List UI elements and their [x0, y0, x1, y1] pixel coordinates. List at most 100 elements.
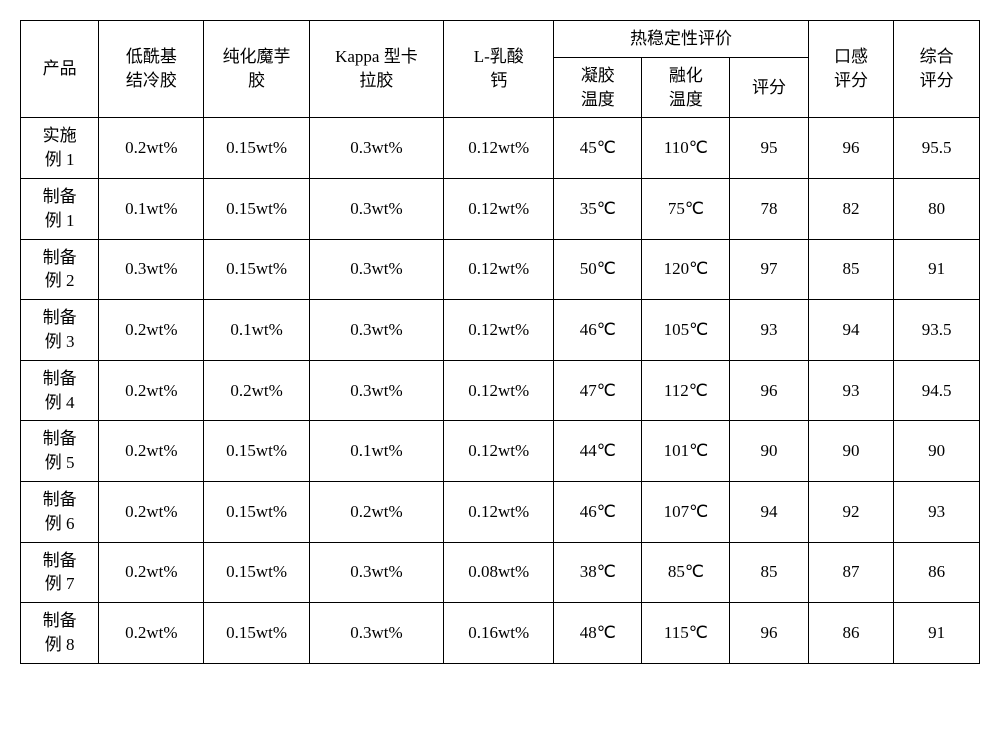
cell-i: 86: [894, 542, 980, 603]
table-header: 产品 低酰基结冷胶 纯化魔芋胶 Kappa 型卡拉胶 L-乳酸钙 热稳定性评价 …: [21, 21, 980, 118]
cell-g: 96: [730, 603, 808, 664]
cell-i: 95.5: [894, 118, 980, 179]
cell-i: 93: [894, 481, 980, 542]
cell-e: 35℃: [554, 178, 642, 239]
cell-b: 0.15wt%: [204, 421, 309, 482]
cell-g: 93: [730, 300, 808, 361]
cell-b: 0.15wt%: [204, 542, 309, 603]
cell-f: 107℃: [642, 481, 730, 542]
table-row: 制备例 50.2wt%0.15wt%0.1wt%0.12wt%44℃101℃90…: [21, 421, 980, 482]
cell-c: 0.3wt%: [309, 603, 444, 664]
cell-a: 0.3wt%: [99, 239, 204, 300]
header-col-e: 凝胶温度: [554, 57, 642, 118]
cell-f: 75℃: [642, 178, 730, 239]
cell-b: 0.15wt%: [204, 178, 309, 239]
cell-product: 制备例 2: [21, 239, 99, 300]
header-col-f: 融化温度: [642, 57, 730, 118]
cell-e: 38℃: [554, 542, 642, 603]
cell-product: 制备例 6: [21, 481, 99, 542]
cell-d: 0.12wt%: [444, 421, 554, 482]
table-row: 制备例 40.2wt%0.2wt%0.3wt%0.12wt%47℃112℃969…: [21, 360, 980, 421]
cell-a: 0.2wt%: [99, 118, 204, 179]
cell-c: 0.3wt%: [309, 300, 444, 361]
cell-a: 0.2wt%: [99, 603, 204, 664]
cell-i: 90: [894, 421, 980, 482]
cell-g: 95: [730, 118, 808, 179]
cell-d: 0.12wt%: [444, 300, 554, 361]
table-row: 制备例 80.2wt%0.15wt%0.3wt%0.16wt%48℃115℃96…: [21, 603, 980, 664]
cell-a: 0.2wt%: [99, 300, 204, 361]
cell-g: 97: [730, 239, 808, 300]
cell-d: 0.16wt%: [444, 603, 554, 664]
table-row: 制备例 20.3wt%0.15wt%0.3wt%0.12wt%50℃120℃97…: [21, 239, 980, 300]
cell-e: 46℃: [554, 481, 642, 542]
table-body: 实施例 10.2wt%0.15wt%0.3wt%0.12wt%45℃110℃95…: [21, 118, 980, 663]
header-col-d: L-乳酸钙: [444, 21, 554, 118]
cell-c: 0.3wt%: [309, 360, 444, 421]
cell-c: 0.3wt%: [309, 239, 444, 300]
cell-product: 制备例 4: [21, 360, 99, 421]
cell-c: 0.3wt%: [309, 542, 444, 603]
cell-e: 47℃: [554, 360, 642, 421]
cell-e: 48℃: [554, 603, 642, 664]
table-row: 制备例 30.2wt%0.1wt%0.3wt%0.12wt%46℃105℃939…: [21, 300, 980, 361]
cell-c: 0.3wt%: [309, 118, 444, 179]
header-row-1: 产品 低酰基结冷胶 纯化魔芋胶 Kappa 型卡拉胶 L-乳酸钙 热稳定性评价 …: [21, 21, 980, 58]
cell-f: 105℃: [642, 300, 730, 361]
cell-f: 120℃: [642, 239, 730, 300]
cell-g: 90: [730, 421, 808, 482]
cell-d: 0.12wt%: [444, 239, 554, 300]
cell-a: 0.2wt%: [99, 360, 204, 421]
cell-a: 0.2wt%: [99, 481, 204, 542]
cell-h: 85: [808, 239, 894, 300]
header-thermal-group: 热稳定性评价: [554, 21, 808, 58]
cell-a: 0.2wt%: [99, 421, 204, 482]
cell-f: 110℃: [642, 118, 730, 179]
cell-product: 制备例 7: [21, 542, 99, 603]
table-row: 制备例 10.1wt%0.15wt%0.3wt%0.12wt%35℃75℃788…: [21, 178, 980, 239]
cell-e: 46℃: [554, 300, 642, 361]
cell-i: 80: [894, 178, 980, 239]
cell-g: 85: [730, 542, 808, 603]
header-col-h: 口感评分: [808, 21, 894, 118]
header-col-g: 评分: [730, 57, 808, 118]
cell-h: 96: [808, 118, 894, 179]
cell-c: 0.1wt%: [309, 421, 444, 482]
cell-product: 制备例 1: [21, 178, 99, 239]
cell-i: 94.5: [894, 360, 980, 421]
cell-d: 0.12wt%: [444, 118, 554, 179]
header-col-a: 低酰基结冷胶: [99, 21, 204, 118]
cell-product: 制备例 8: [21, 603, 99, 664]
cell-b: 0.15wt%: [204, 481, 309, 542]
cell-h: 87: [808, 542, 894, 603]
cell-g: 96: [730, 360, 808, 421]
cell-d: 0.08wt%: [444, 542, 554, 603]
cell-b: 0.15wt%: [204, 118, 309, 179]
cell-d: 0.12wt%: [444, 360, 554, 421]
cell-f: 112℃: [642, 360, 730, 421]
cell-f: 115℃: [642, 603, 730, 664]
cell-product: 实施例 1: [21, 118, 99, 179]
cell-g: 94: [730, 481, 808, 542]
cell-d: 0.12wt%: [444, 481, 554, 542]
cell-h: 93: [808, 360, 894, 421]
cell-e: 44℃: [554, 421, 642, 482]
cell-b: 0.1wt%: [204, 300, 309, 361]
table-row: 实施例 10.2wt%0.15wt%0.3wt%0.12wt%45℃110℃95…: [21, 118, 980, 179]
cell-f: 85℃: [642, 542, 730, 603]
data-table: 产品 低酰基结冷胶 纯化魔芋胶 Kappa 型卡拉胶 L-乳酸钙 热稳定性评价 …: [20, 20, 980, 664]
cell-product: 制备例 3: [21, 300, 99, 361]
cell-g: 78: [730, 178, 808, 239]
cell-h: 90: [808, 421, 894, 482]
cell-b: 0.2wt%: [204, 360, 309, 421]
header-col-b: 纯化魔芋胶: [204, 21, 309, 118]
cell-c: 0.3wt%: [309, 178, 444, 239]
table-row: 制备例 60.2wt%0.15wt%0.2wt%0.12wt%46℃107℃94…: [21, 481, 980, 542]
cell-h: 86: [808, 603, 894, 664]
cell-h: 94: [808, 300, 894, 361]
header-col-i: 综合评分: [894, 21, 980, 118]
cell-i: 93.5: [894, 300, 980, 361]
cell-e: 50℃: [554, 239, 642, 300]
cell-product: 制备例 5: [21, 421, 99, 482]
cell-a: 0.1wt%: [99, 178, 204, 239]
